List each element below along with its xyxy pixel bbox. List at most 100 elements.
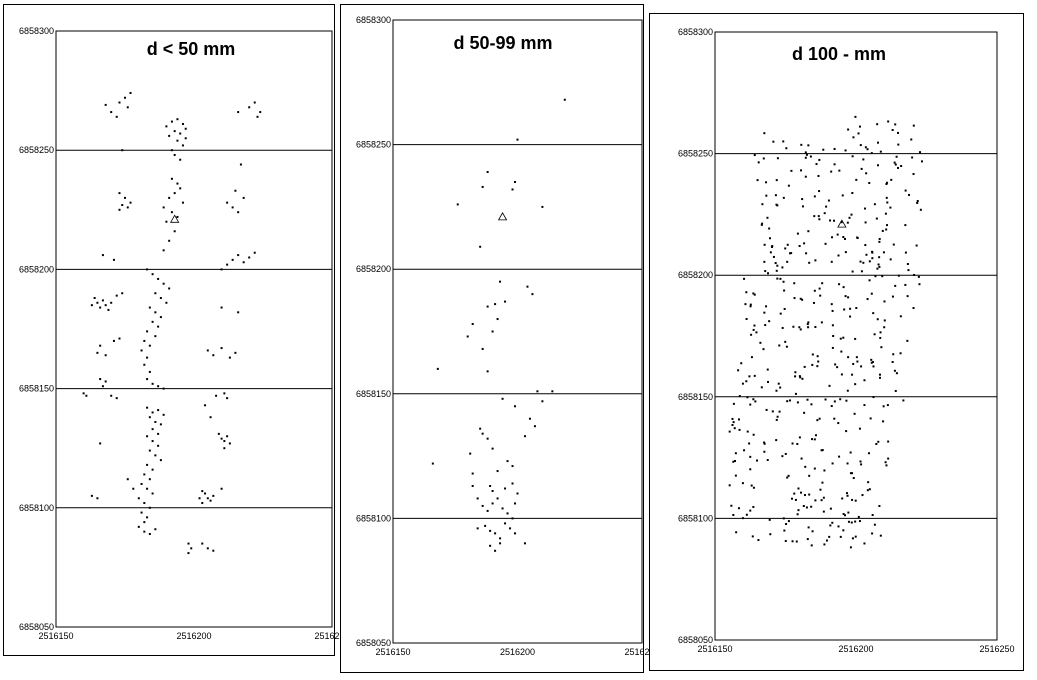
data-point [750, 484, 753, 487]
data-point [476, 527, 479, 530]
data-point [234, 351, 237, 354]
data-point [840, 221, 843, 224]
data-point [807, 230, 810, 233]
chart-svg-small-diameter: 6858050 6858100 6858150 6858200 6858250 68583… [19, 26, 350, 641]
data-point [737, 507, 740, 510]
x-tick-label: 2516150 [38, 631, 73, 641]
data-point [850, 521, 853, 524]
data-point [734, 474, 737, 477]
data-point [769, 251, 772, 254]
data-point [849, 451, 852, 454]
data-point [181, 122, 184, 125]
data-point [541, 400, 544, 403]
data-point [871, 513, 874, 516]
data-point [101, 299, 104, 302]
data-point [765, 194, 768, 197]
data-point [754, 400, 757, 403]
data-point [82, 392, 85, 395]
data-point [146, 406, 149, 409]
data-point [910, 138, 913, 141]
data-point [783, 529, 786, 532]
data-point [162, 387, 165, 390]
data-point [872, 365, 875, 368]
data-point [893, 161, 896, 164]
data-point [752, 433, 755, 436]
data-point [853, 412, 856, 415]
data-point [154, 454, 157, 457]
data-point [839, 337, 842, 340]
data-point [916, 200, 919, 203]
data-point [806, 323, 809, 326]
data-point [749, 303, 752, 306]
data-point [124, 196, 126, 199]
data-point [471, 472, 474, 475]
data-point [830, 170, 833, 173]
data-point [173, 153, 176, 156]
data-point [220, 306, 223, 309]
data-point [900, 165, 903, 168]
data-point [811, 438, 814, 441]
data-point [852, 362, 855, 365]
data-point [481, 504, 484, 507]
data-point [181, 144, 184, 147]
data-point [563, 98, 566, 101]
data-point [795, 540, 798, 543]
data-point [839, 535, 842, 538]
data-point [876, 164, 879, 167]
data-point [899, 315, 902, 318]
data-point [226, 263, 229, 266]
data-point [816, 355, 819, 358]
data-point [732, 421, 735, 424]
data-point [816, 365, 819, 368]
data-point [842, 529, 845, 532]
data-point [786, 260, 789, 263]
data-point [883, 326, 886, 329]
data-point [157, 325, 160, 328]
data-point [201, 490, 204, 493]
data-point [737, 369, 740, 372]
data-point [212, 354, 215, 357]
data-point [479, 245, 482, 248]
data-point [862, 261, 865, 264]
data-point [104, 304, 107, 307]
data-point [226, 435, 229, 438]
data-point [846, 389, 849, 392]
data-point [784, 340, 787, 343]
x-tick-label: 2516150 [375, 647, 410, 657]
data-point [870, 361, 873, 364]
data-point [845, 492, 848, 495]
data-point [831, 346, 834, 349]
data-point [494, 303, 497, 306]
data-point [511, 517, 514, 520]
data-point [110, 301, 113, 304]
data-point [231, 258, 234, 261]
data-point [808, 474, 811, 477]
data-point [855, 307, 858, 310]
data-point [801, 298, 804, 301]
data-point [99, 378, 102, 381]
data-point [796, 442, 799, 445]
data-point [151, 468, 154, 471]
data-point [784, 540, 787, 543]
data-point [121, 149, 124, 152]
data-point [481, 185, 484, 188]
data-point [805, 252, 808, 255]
data-point [808, 493, 811, 496]
data-point [771, 410, 774, 413]
data-point [184, 127, 187, 130]
y-tick-label: 6858250 [678, 149, 713, 159]
data-point [148, 478, 151, 481]
data-point [790, 497, 793, 500]
data-point [824, 242, 827, 245]
data-point [731, 417, 734, 420]
data-point [486, 171, 489, 174]
data-point [551, 390, 554, 393]
data-point [730, 504, 733, 507]
data-point [173, 130, 176, 133]
data-point [912, 124, 915, 127]
y-tick-label: 6858250 [356, 140, 391, 150]
data-point [858, 125, 861, 128]
data-point [506, 512, 509, 515]
data-point [878, 237, 881, 240]
data-point [919, 151, 922, 154]
